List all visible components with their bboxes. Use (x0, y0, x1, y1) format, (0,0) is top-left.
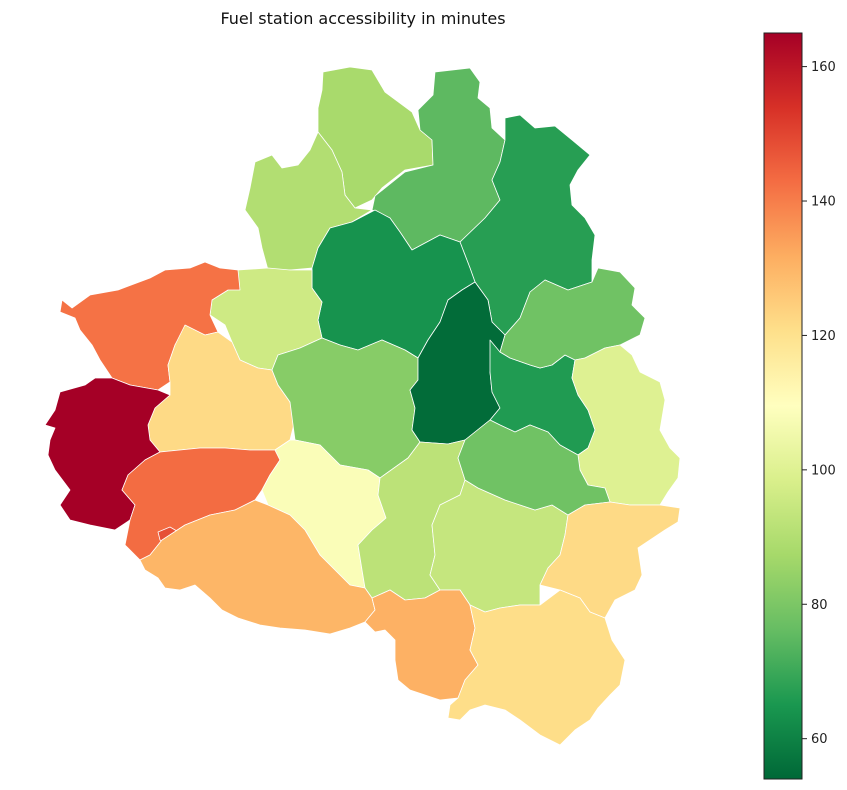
colorbar-gradient (763, 32, 803, 780)
region-south-east (539, 501, 681, 619)
chart-title: Fuel station accessibility in minutes (220, 9, 505, 28)
colorbar-tick-label: 100 (811, 463, 836, 478)
region-south-center (364, 589, 479, 701)
colorbar-tick-label: 140 (811, 195, 836, 210)
colorbar-tick-label: 160 (811, 60, 836, 75)
colorbar-tick-label: 60 (811, 732, 828, 747)
colorbar-tick-label: 120 (811, 329, 836, 344)
colorbar-ticks: 60 80 100 120 140 160 (802, 60, 836, 747)
region-south (447, 589, 626, 746)
colorbar: 60 80 100 120 140 160 (763, 32, 836, 780)
colorbar-tick-label: 80 (811, 598, 828, 613)
region-east (571, 344, 681, 506)
map-regions (44, 66, 681, 746)
